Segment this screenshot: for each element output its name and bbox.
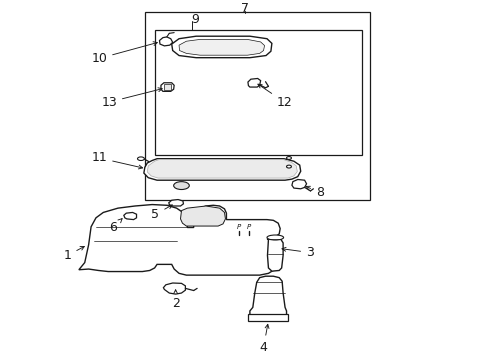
Polygon shape — [250, 276, 287, 316]
Text: 13: 13 — [101, 88, 162, 109]
Text: P: P — [247, 224, 251, 230]
Polygon shape — [124, 212, 137, 220]
Polygon shape — [268, 237, 283, 271]
Text: 8: 8 — [306, 186, 324, 199]
Text: P: P — [237, 224, 241, 230]
Polygon shape — [144, 159, 301, 180]
Text: 6: 6 — [109, 219, 122, 234]
Polygon shape — [172, 36, 272, 58]
Text: 1: 1 — [64, 247, 84, 262]
Text: 12: 12 — [258, 84, 293, 109]
Text: 11: 11 — [92, 152, 143, 169]
Polygon shape — [163, 283, 185, 294]
Polygon shape — [248, 78, 261, 87]
Text: 3: 3 — [282, 246, 314, 259]
Ellipse shape — [173, 182, 189, 189]
Polygon shape — [145, 12, 369, 200]
Text: 5: 5 — [151, 205, 172, 221]
Polygon shape — [180, 206, 225, 226]
Ellipse shape — [287, 157, 292, 159]
Polygon shape — [292, 180, 307, 189]
Text: 2: 2 — [172, 290, 179, 310]
Text: 7: 7 — [241, 3, 249, 15]
Polygon shape — [79, 204, 280, 275]
Polygon shape — [179, 40, 265, 55]
Ellipse shape — [287, 165, 292, 168]
Ellipse shape — [267, 235, 284, 240]
Polygon shape — [155, 30, 362, 155]
Ellipse shape — [138, 157, 145, 161]
Polygon shape — [248, 314, 288, 321]
Text: 4: 4 — [260, 324, 269, 354]
Polygon shape — [147, 159, 297, 178]
Polygon shape — [164, 84, 171, 90]
Polygon shape — [161, 83, 174, 91]
Text: 9: 9 — [191, 13, 199, 26]
Text: 10: 10 — [91, 42, 157, 65]
Polygon shape — [169, 199, 183, 206]
Polygon shape — [159, 37, 172, 46]
